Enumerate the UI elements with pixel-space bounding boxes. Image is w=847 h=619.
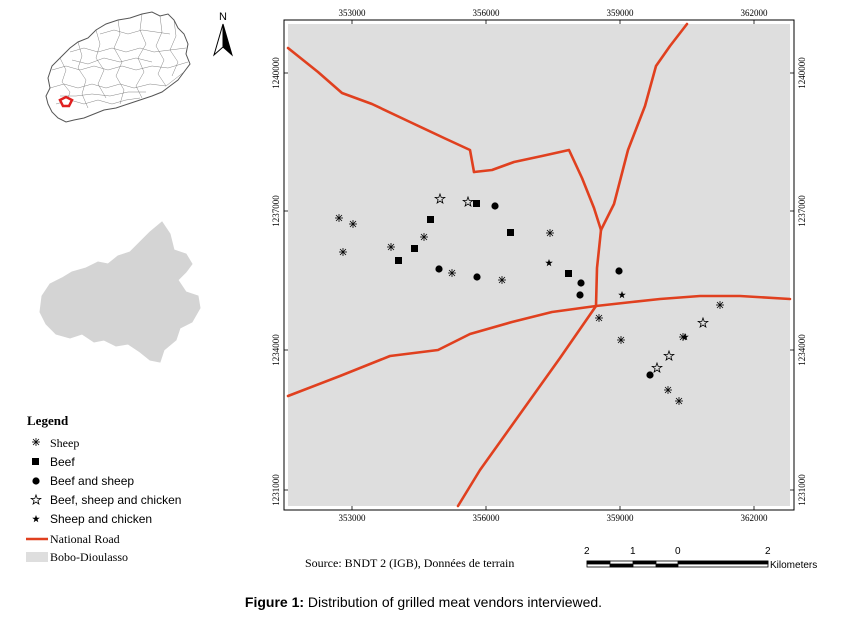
sheep-point [420, 233, 428, 241]
points-sheep [335, 214, 724, 405]
sheep-point [595, 314, 603, 322]
road-southwest [456, 304, 598, 508]
legend-label-sheep-chicken: Sheep and chicken [50, 512, 153, 526]
legend-label-national-road: National Road [50, 532, 120, 546]
beef-sheep-point [615, 267, 623, 275]
beef-point [473, 200, 480, 207]
x-tick-bottom: 353000 [339, 513, 367, 523]
scale-unit: Kilometers [770, 560, 818, 571]
sheep-point [349, 220, 357, 228]
scale-label: 1 [630, 546, 636, 557]
beef-point [427, 216, 434, 223]
beef-point [395, 257, 402, 264]
sheep-point [387, 243, 395, 251]
beef-sheep-point [435, 265, 443, 273]
beef-sheep-point [577, 279, 585, 287]
road-central-south [594, 228, 603, 308]
y-tick-left: 1237000 [271, 195, 281, 227]
main-map: 353000 356000 359000 362000 353000 35600… [271, 8, 807, 523]
legend-label-beef: Beef [50, 455, 75, 469]
points-beef-sheep [435, 202, 654, 379]
road-east [594, 294, 792, 308]
beef-sheep-chicken-point [434, 192, 446, 204]
bobo-dioulasso-area [288, 24, 790, 506]
sheep-point [675, 397, 683, 405]
national-roads [286, 22, 792, 508]
sheep-point [448, 269, 456, 277]
north-label: N [219, 11, 227, 23]
legend-label-beef-sheep: Beef and sheep [50, 474, 135, 488]
beef-point [411, 245, 418, 252]
sheep-point [617, 336, 625, 344]
y-tick-right: 1234000 [797, 334, 807, 366]
legend-title: Legend [27, 413, 69, 428]
beef-sheep-point [646, 371, 654, 379]
x-tick-top: 353000 [339, 8, 367, 18]
sheep-chicken-point [545, 259, 553, 267]
beef-sheep-chicken-point [697, 316, 709, 328]
legend-asterisk-icon [32, 438, 40, 446]
sheep-point [339, 248, 347, 256]
beef-sheep-chicken-point [462, 195, 474, 207]
scale-bar [586, 560, 769, 568]
x-tick-top: 362000 [741, 8, 769, 18]
beef-point [507, 229, 514, 236]
road-northeast [599, 22, 689, 232]
x-tick-top: 359000 [607, 8, 635, 18]
bobo-dioulasso-inset [39, 221, 201, 363]
points-sheep-chicken [545, 259, 689, 341]
sheep-point [498, 276, 506, 284]
road-northwest [286, 46, 476, 174]
y-tick-right: 1240000 [797, 57, 807, 89]
points-beef-sheep-chicken [434, 192, 709, 373]
caption-text: Distribution of grilled meat vendors int… [304, 594, 603, 610]
road-west [286, 304, 598, 398]
points-beef [395, 200, 572, 277]
beef-sheep-point [576, 291, 584, 299]
beef-sheep-point [473, 273, 481, 281]
legend-symbols [26, 438, 48, 562]
beef-sheep-point [491, 202, 499, 210]
legend-square-icon [32, 458, 39, 465]
legend-label-beef-sheep-chicken: Beef, sheep and chicken [50, 493, 182, 507]
sheep-point [716, 301, 724, 309]
road-to-north-junction [472, 148, 603, 232]
x-tick-bottom: 362000 [741, 513, 769, 523]
legend-label-bobo-dioulasso: Bobo-Dioulasso [50, 550, 128, 564]
caption-prefix: Figure 1: [244, 594, 305, 610]
y-tick-right: 1231000 [797, 474, 807, 506]
y-tick-left: 1240000 [271, 57, 281, 89]
sheep-chicken-point [681, 333, 689, 341]
legend-open-star-icon [30, 493, 42, 505]
legend-circle-icon [32, 477, 40, 485]
x-tick-top: 356000 [473, 8, 501, 18]
x-tick-bottom: 356000 [473, 513, 501, 523]
burkina-faso-inset [45, 11, 191, 123]
beef-point [565, 270, 572, 277]
map-source: Source: BNDT 2 (IGB), Données de terrain [305, 556, 515, 570]
sheep-point [546, 229, 554, 237]
sheep-point [335, 214, 343, 222]
figure-caption: Figure 1: Distribution of grilled meat v… [0, 594, 847, 610]
x-tick-bottom: 359000 [607, 513, 635, 523]
scale-label: 2 [584, 546, 590, 557]
legend-label-sheep: Sheep [50, 436, 80, 450]
y-tick-left: 1234000 [271, 334, 281, 366]
legend-filled-star-icon [32, 515, 40, 523]
y-tick-left: 1231000 [271, 474, 281, 506]
north-arrow-icon [213, 23, 233, 57]
y-tick-right: 1237000 [797, 195, 807, 227]
sheep-chicken-point [618, 291, 626, 299]
beef-sheep-chicken-point [651, 361, 663, 373]
legend-city-icon [26, 552, 48, 562]
sheep-point [664, 386, 672, 394]
scale-label: 2 [765, 546, 771, 557]
beef-sheep-chicken-point [663, 349, 675, 361]
scale-label: 0 [675, 546, 681, 557]
